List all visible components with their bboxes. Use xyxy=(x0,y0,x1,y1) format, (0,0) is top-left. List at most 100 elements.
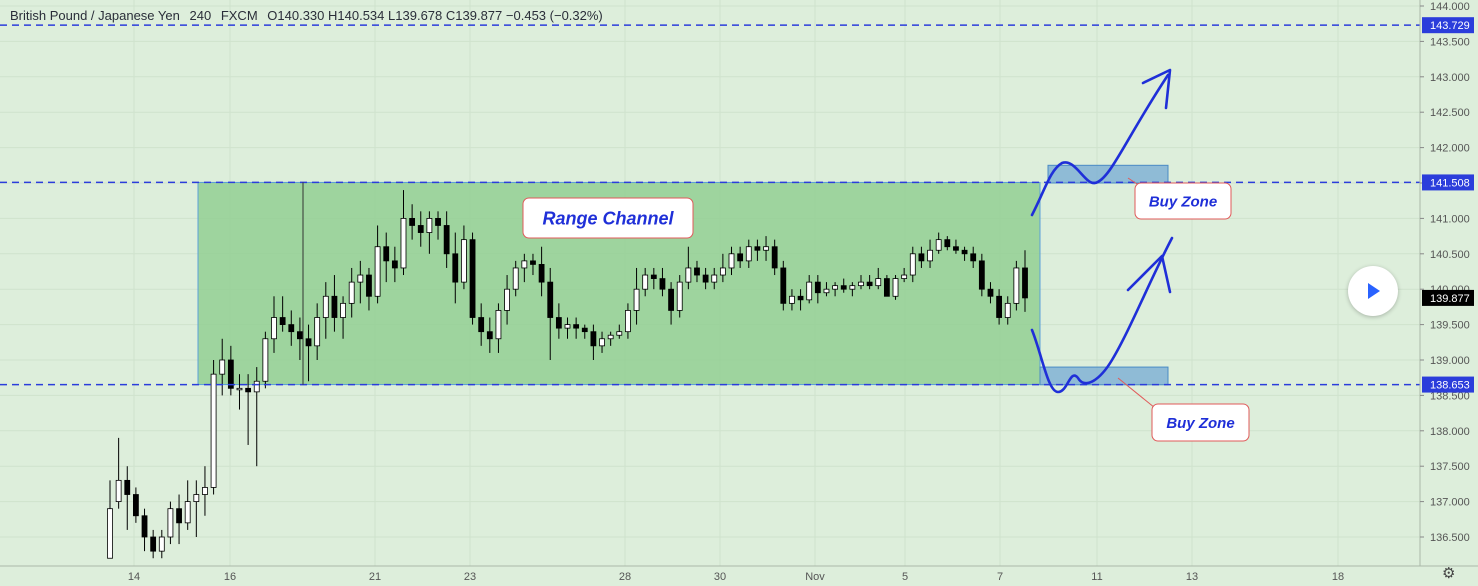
candle-body xyxy=(202,487,208,495)
upper-arrow-path xyxy=(1030,73,1170,217)
candle-body xyxy=(297,331,303,340)
candle-body xyxy=(530,260,536,265)
candle-body xyxy=(719,267,726,276)
candle-body xyxy=(150,536,157,552)
candle-body xyxy=(461,239,467,283)
candle-body xyxy=(504,288,510,311)
candle-body xyxy=(728,253,735,269)
candle-body xyxy=(322,295,329,318)
candle-body xyxy=(443,225,450,255)
time-tick-label: 21 xyxy=(369,571,381,583)
candle-body xyxy=(711,274,718,283)
candle-body xyxy=(331,295,338,318)
candle-body xyxy=(512,267,519,290)
candle-body xyxy=(858,281,864,287)
time-tick-label: 14 xyxy=(128,571,140,583)
range-channel-label-box xyxy=(522,197,694,239)
candle-body xyxy=(625,310,631,333)
candle-body xyxy=(227,359,234,389)
symbol-name[interactable]: British Pound / Japanese Yen xyxy=(10,8,180,23)
candle-body xyxy=(409,217,416,226)
candle-body xyxy=(875,278,882,287)
price-level-tag xyxy=(1422,174,1474,191)
candle-body xyxy=(271,317,277,340)
candle-body xyxy=(417,225,424,233)
candle-body xyxy=(823,288,830,294)
close-value: C139.877 xyxy=(445,8,503,23)
candle-body xyxy=(158,536,165,552)
candle-body xyxy=(659,278,666,290)
candle-body xyxy=(348,281,355,304)
low-value: L139.678 xyxy=(388,8,443,23)
interval-label[interactable]: 240 xyxy=(189,8,212,23)
candle-body xyxy=(918,253,925,262)
candle-body xyxy=(253,380,260,393)
candle-body xyxy=(633,288,640,311)
time-tick-label: 16 xyxy=(224,571,236,583)
candle-body xyxy=(141,515,148,538)
candle-body xyxy=(555,317,562,329)
candle-body xyxy=(521,260,528,269)
projection-drawings xyxy=(1030,68,1174,394)
price-axis[interactable]: 144.000 143.500 143.000 142.500 142.000 141.5… xyxy=(1419,0,1478,566)
price-axis-bg xyxy=(1420,0,1478,566)
price-tick-label: 139.000 xyxy=(1430,355,1470,367)
candle-body xyxy=(538,264,545,283)
candle-body xyxy=(167,508,174,538)
candle-body xyxy=(115,479,122,502)
candle-body xyxy=(279,317,286,325)
range-channel-label-text: Range Channel xyxy=(542,208,674,228)
candle-body xyxy=(763,246,769,251)
symbol-header: British Pound / Japanese Yen 240 FXCM O1… xyxy=(10,8,603,23)
candle-body xyxy=(236,387,243,391)
candle-body xyxy=(210,373,217,488)
candle-body xyxy=(366,274,372,297)
candle-body xyxy=(650,274,657,279)
price-level-tag xyxy=(1422,376,1474,393)
candle-body xyxy=(107,508,113,559)
candle-body xyxy=(219,359,226,375)
time-tick-label: 11 xyxy=(1091,571,1102,583)
buy-zone-label-upper-text: Buy Zone xyxy=(1149,193,1217,210)
candle-body xyxy=(987,288,994,297)
candle-body xyxy=(547,281,554,318)
candle-body xyxy=(996,295,1003,318)
buy-zone-label-lower-text: Buy Zone xyxy=(1166,415,1234,432)
time-tick-label: 23 xyxy=(464,571,476,583)
candle-body xyxy=(832,285,838,290)
price-tick-label: 136.500 xyxy=(1430,532,1470,544)
price-tick-label: 138.000 xyxy=(1430,426,1470,438)
candle-body xyxy=(892,278,899,297)
candle-body xyxy=(245,387,252,393)
candle-body xyxy=(797,295,804,301)
candle-body xyxy=(184,501,191,524)
candle-body xyxy=(400,217,407,269)
candle-body xyxy=(953,246,959,251)
candle-body xyxy=(901,274,908,279)
time-tick-label: Nov xyxy=(805,571,825,583)
price-tick-label: 141.000 xyxy=(1430,213,1470,225)
candle-body xyxy=(1022,267,1028,299)
annotations: Range Channel Buy Zone Buy Zone xyxy=(302,177,1250,442)
candle-body xyxy=(486,331,493,340)
lower-arrow-head xyxy=(1126,254,1172,294)
play-button[interactable] xyxy=(1348,266,1398,316)
time-axis[interactable]: 14 16 21 23 28 30 Nov 5 7 11 13 18 xyxy=(0,565,1478,583)
candle-body xyxy=(305,338,312,347)
candle-body xyxy=(814,281,821,294)
candle-body xyxy=(935,239,942,251)
candle-body xyxy=(469,239,476,318)
price-tick-label: 137.000 xyxy=(1430,497,1470,509)
price-level-tag-text: 141.508 xyxy=(1430,177,1470,189)
upper-arrow-head xyxy=(1141,68,1172,110)
candle-body xyxy=(883,278,890,297)
price-level-lines xyxy=(0,24,1420,386)
price-tick-label: 142.000 xyxy=(1430,143,1470,155)
candle-body xyxy=(771,246,778,269)
price-tick-label: 140.500 xyxy=(1430,249,1470,261)
candlestick-series xyxy=(107,190,1028,559)
gear-icon[interactable]: ⚙ xyxy=(1442,565,1456,582)
candle-body xyxy=(944,239,951,248)
